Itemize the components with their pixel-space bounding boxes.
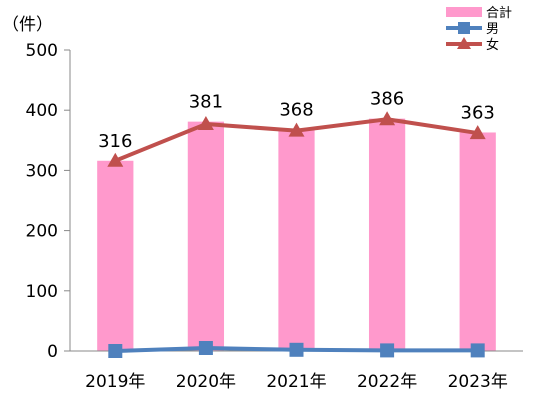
series-point (469, 125, 486, 140)
series-point (198, 340, 213, 355)
legend-swatch (446, 7, 482, 17)
y-tick-label: 300 (26, 161, 58, 181)
legend-item: 合計 (446, 5, 512, 21)
data-label: 386 (370, 89, 404, 110)
series-point (470, 343, 485, 358)
x-tick-label: 2019年 (85, 372, 145, 392)
bar (368, 118, 406, 352)
line-series (107, 111, 486, 358)
x-tick-label: 2020年 (176, 372, 236, 392)
series-point (380, 343, 395, 358)
bar (459, 132, 496, 351)
y-tick-label: 500 (26, 41, 58, 61)
y-tick-label: 400 (26, 101, 58, 121)
legend-item: 男 (446, 22, 499, 37)
bar (187, 121, 225, 351)
bar (97, 160, 134, 351)
data-label: 368 (279, 99, 313, 120)
series-point (108, 344, 123, 358)
legend-label: 合計 (486, 5, 512, 21)
bar-series-total (97, 118, 496, 352)
y-axis-unit-label: （件） (2, 15, 53, 35)
x-tick-label: 2023年 (448, 372, 508, 392)
data-label: 316 (98, 131, 132, 152)
legend-label: 女 (486, 37, 499, 53)
bar (278, 129, 315, 351)
data-label: 381 (189, 92, 223, 113)
series-point (379, 111, 396, 126)
series-point (197, 116, 214, 131)
series-point (107, 152, 124, 167)
data-label: 363 (461, 102, 495, 123)
legend-marker (458, 22, 470, 34)
data-labels: 316 381 368 386 363 (98, 89, 495, 152)
series-point (289, 342, 304, 357)
legend-label: 男 (486, 22, 499, 37)
x-axis: 2019年 2020年 2021年 2022年 2023年 (85, 372, 508, 392)
y-axis: 0 100 200 300 400 500 (26, 41, 70, 362)
x-tick-label: 2022年 (357, 372, 417, 392)
y-tick-label: 200 (26, 222, 58, 242)
y-tick-label: 100 (26, 282, 58, 302)
legend-item: 女 (446, 37, 499, 53)
legend-marker (457, 37, 471, 49)
y-tick-label: 0 (47, 342, 58, 362)
series-point (288, 122, 305, 137)
x-tick-label: 2021年 (266, 372, 326, 392)
